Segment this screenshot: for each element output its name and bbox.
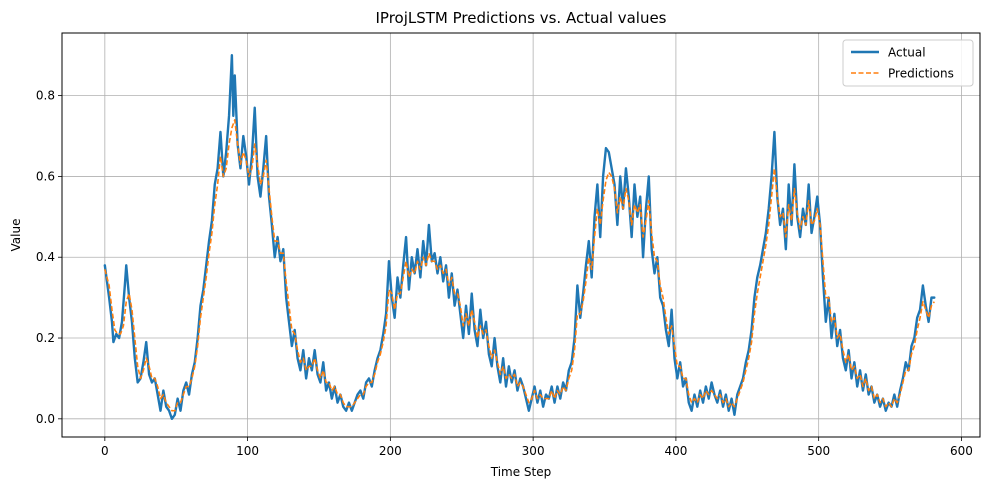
x-tick-label: 300 <box>522 444 545 458</box>
y-tick-label: 0.4 <box>36 250 55 264</box>
x-tick-label: 200 <box>379 444 402 458</box>
y-tick-label: 0.2 <box>36 331 55 345</box>
x-tick-label: 600 <box>950 444 973 458</box>
x-tick-label: 500 <box>807 444 830 458</box>
y-tick-label: 0.8 <box>36 89 55 103</box>
y-tick-label: 0.0 <box>36 412 55 426</box>
legend: Actual Predictions <box>842 39 974 87</box>
series-line-predictions <box>104 119 935 412</box>
x-axis-ticks: 0 100 200 300 400 500 600 <box>101 437 973 458</box>
x-axis-label: Time Step <box>490 465 552 479</box>
legend-label-predictions: Predictions <box>888 67 954 81</box>
y-axis-label: Value <box>9 219 23 252</box>
plot-frame <box>61 32 981 438</box>
series-lines <box>103 54 936 421</box>
legend-label-actual: Actual <box>888 46 926 60</box>
plot-area <box>62 33 980 437</box>
chart-title: IProjLSTM Predictions vs. Actual values <box>375 9 666 27</box>
x-tick-label: 100 <box>236 444 259 458</box>
y-tick-label: 0.6 <box>36 169 55 183</box>
x-tick-label: 400 <box>664 444 687 458</box>
y-axis-ticks: 0.0 0.2 0.4 0.6 0.8 <box>36 89 62 426</box>
x-tick-label: 0 <box>101 444 109 458</box>
